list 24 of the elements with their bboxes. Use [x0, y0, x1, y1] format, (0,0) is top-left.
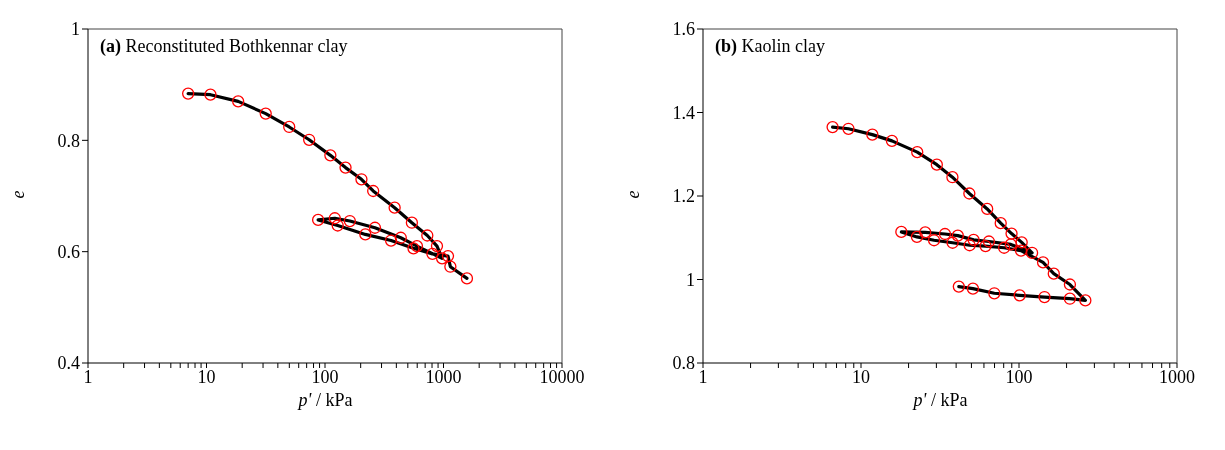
y-axis-title: e — [622, 190, 643, 198]
y-axis-title: e — [7, 190, 28, 198]
x-tick-label: 1 — [698, 366, 708, 387]
y-tick-label: 0.8 — [672, 353, 695, 374]
x-tick-label: 10 — [852, 366, 870, 387]
y-tick-label: 0.8 — [57, 130, 80, 151]
x-axis-title: p' / kPa — [296, 390, 354, 411]
x-tick-label: 10000 — [539, 366, 585, 387]
x-tick-label: 1000 — [1159, 366, 1195, 387]
y-tick-label: 1 — [71, 19, 80, 40]
y-tick-label: 1.4 — [672, 102, 695, 123]
y-tick-label: 1.2 — [672, 186, 695, 207]
x-tick-label: 1000 — [425, 366, 462, 387]
y-tick-label: 1.6 — [672, 19, 695, 40]
x-tick-label: 1 — [83, 366, 93, 387]
y-tick-label: 1 — [686, 269, 695, 290]
y-tick-label: 0.4 — [57, 353, 80, 374]
y-tick-label: 0.6 — [57, 242, 80, 263]
x-tick-label: 10 — [197, 366, 216, 387]
chart-title: (a) Reconstituted Bothkennar clay — [100, 36, 348, 57]
x-tick-label: 100 — [1005, 366, 1033, 387]
x-tick-label: 100 — [311, 366, 339, 387]
chart-title: (b) Kaolin clay — [715, 36, 825, 57]
x-axis-title: p' / kPa — [911, 390, 969, 411]
